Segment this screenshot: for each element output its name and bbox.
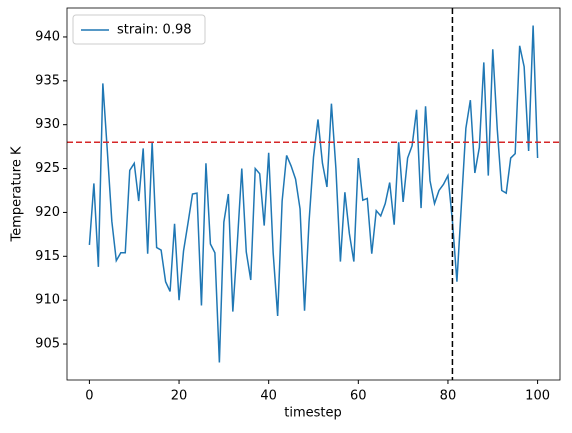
y-tick-label: 905: [35, 337, 60, 352]
legend-box: [72, 14, 206, 45]
x-tick-label: 80: [440, 389, 457, 404]
y-tick-label: 930: [35, 117, 60, 132]
legend-label: strain: 0.98: [117, 23, 192, 38]
y-tick-label: 940: [35, 29, 60, 44]
y-tick-label: 910: [35, 293, 60, 308]
x-tick-label: 20: [171, 389, 188, 404]
x-tick-label: 60: [350, 389, 367, 404]
y-tick-label: 935: [35, 73, 60, 88]
plot-frame: [66, 7, 561, 381]
y-axis-label: Temperature K: [10, 146, 25, 242]
y-tick-label: 925: [35, 161, 60, 176]
x-tick-label: 100: [525, 389, 550, 404]
x-tick-label: 40: [260, 389, 277, 404]
y-tick-label: 915: [35, 249, 60, 264]
x-axis-label: timestep: [284, 406, 342, 421]
x-tick-label: 0: [85, 389, 93, 404]
y-tick-label: 920: [35, 205, 60, 220]
data-line: [88, 25, 539, 363]
